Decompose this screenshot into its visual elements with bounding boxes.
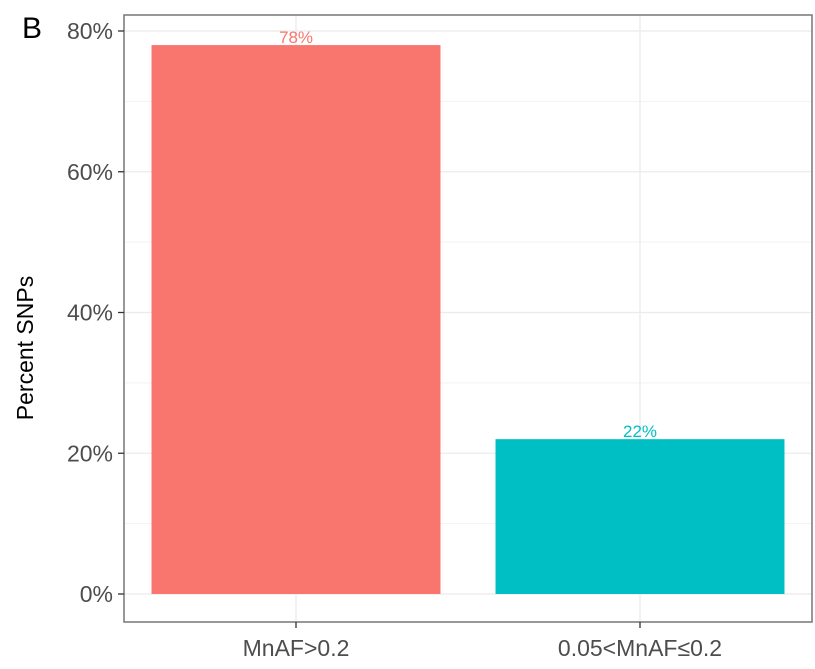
x-tick-label: MnAF>0.2 [243, 635, 350, 661]
y-tick-label: 60% [67, 159, 113, 185]
y-tick-label: 0% [80, 581, 113, 607]
y-tick-label: 80% [67, 18, 113, 44]
y-tick-label: 20% [67, 440, 113, 466]
panel-label: B [22, 12, 42, 45]
data-label-2: 22% [623, 422, 657, 441]
data-labels: 78% 22% [279, 28, 657, 441]
y-tick-label: 40% [67, 300, 113, 326]
bar-2 [495, 439, 785, 594]
x-tick-label: 0.05<MnAF≤0.2 [558, 635, 722, 661]
axes: 0% 20% 40% 60% 80% MnAF>0.2 0.05<MnAF≤0.2 [67, 14, 813, 661]
y-axis-title: Percent SNPs [12, 276, 38, 420]
plot-frame [123, 14, 813, 623]
data-label-1: 78% [279, 28, 313, 47]
bar-1 [151, 45, 441, 594]
bars [151, 45, 785, 594]
